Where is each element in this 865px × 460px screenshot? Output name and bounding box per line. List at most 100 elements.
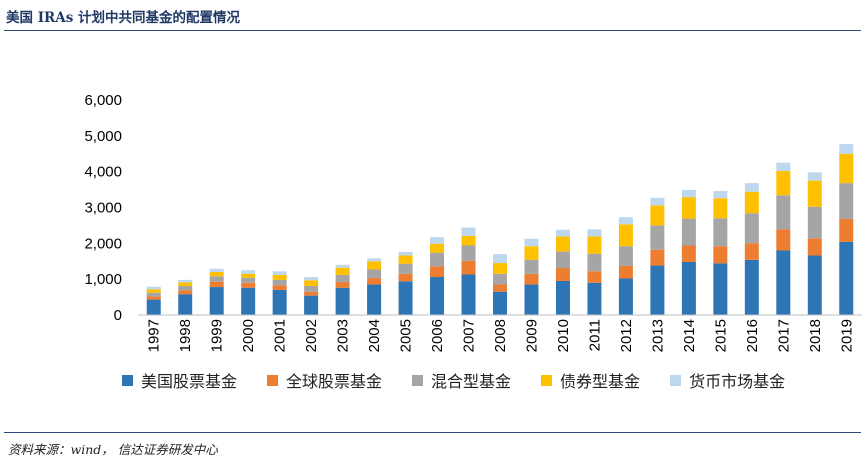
legend-item: 美国股票基金 xyxy=(122,368,237,392)
legend-item: 债券型基金 xyxy=(541,368,640,392)
bar-segment xyxy=(367,261,382,270)
x-tick-label: 2010 xyxy=(555,319,572,352)
legend-swatch xyxy=(267,374,279,386)
bar-segment xyxy=(178,290,193,295)
bar-segment xyxy=(241,273,256,278)
x-tick-label: 2019 xyxy=(838,319,855,352)
y-tick-label: 1,000 xyxy=(84,271,122,288)
x-tick-label: 2005 xyxy=(398,319,415,352)
bar-segment xyxy=(493,273,507,285)
bar-series xyxy=(146,144,854,315)
bar-segment xyxy=(493,254,507,264)
bar-segment xyxy=(555,268,570,281)
x-tick-label: 2017 xyxy=(775,319,792,352)
bar-segment xyxy=(304,285,319,292)
bar-segment xyxy=(304,277,319,281)
bar-segment xyxy=(713,191,728,199)
source-note: 资料来源：wind， 信达证券研发中心 xyxy=(8,442,218,457)
bar-segment xyxy=(807,255,822,315)
bar-segment xyxy=(335,282,350,288)
bar-segment xyxy=(839,218,854,242)
bar-segment xyxy=(839,241,854,315)
bar-segment xyxy=(839,144,854,154)
bar-segment xyxy=(241,282,256,288)
bar-segment xyxy=(650,197,665,206)
bar-segment xyxy=(618,217,633,225)
bar-segment xyxy=(430,277,445,315)
bar-segment xyxy=(146,296,161,300)
x-tick-label: 1997 xyxy=(146,319,163,352)
bar-segment xyxy=(618,265,633,279)
bar-segment xyxy=(555,280,570,315)
bar-segment xyxy=(335,274,350,283)
bar-segment xyxy=(650,249,665,266)
x-tick-label: 2001 xyxy=(272,319,289,352)
bar-segment xyxy=(398,255,413,264)
bar-segment xyxy=(304,291,319,296)
x-tick-label: 2018 xyxy=(807,319,824,352)
x-tick-label: 2008 xyxy=(492,319,509,352)
bar-segment xyxy=(681,245,696,262)
x-tick-label: 2009 xyxy=(523,319,540,352)
bar-segment xyxy=(681,261,696,315)
legend-swatch xyxy=(541,374,553,386)
legend-swatch xyxy=(412,374,424,386)
x-tick-label: 2015 xyxy=(712,319,729,352)
bar-segment xyxy=(367,284,382,315)
bar-segment xyxy=(681,197,696,219)
bar-segment xyxy=(744,191,759,214)
bar-segment xyxy=(524,273,539,285)
legend-label: 货币市场基金 xyxy=(689,372,786,391)
bar-segment xyxy=(146,299,161,315)
chart-legend: 美国股票基金 全球股票基金 混合型基金 债券型基金 货币市场基金 xyxy=(122,368,785,392)
bar-segment xyxy=(776,250,791,315)
bar-segment xyxy=(430,243,445,253)
bar-segment xyxy=(304,295,319,315)
bar-segment xyxy=(367,278,382,285)
y-tick-label: 5,000 xyxy=(84,128,122,145)
bar-segment xyxy=(650,265,665,315)
bar-segment xyxy=(555,236,570,252)
bar-segment xyxy=(776,170,791,196)
bar-segment xyxy=(398,273,413,282)
y-axis: 0 1,000 2,000 3,000 4,000 5,000 6,000 xyxy=(84,92,122,324)
bar-segment xyxy=(430,252,445,267)
bar-segment xyxy=(178,294,193,315)
legend-label: 美国股票基金 xyxy=(141,372,238,391)
bar-segment xyxy=(555,229,570,237)
bar-segment xyxy=(367,258,382,262)
legend-item: 混合型基金 xyxy=(412,368,511,392)
chart-title: 美国 IRAs 计划中共同基金的配置情况 xyxy=(6,10,241,26)
bar-segment xyxy=(209,272,224,277)
bar-segment xyxy=(272,279,287,286)
bar-segment xyxy=(241,277,256,283)
y-tick-label: 0 xyxy=(114,307,122,324)
bar-segment xyxy=(618,246,633,266)
bar-segment xyxy=(398,281,413,315)
bar-segment xyxy=(493,284,507,292)
y-tick-label: 6,000 xyxy=(84,92,122,109)
bar-segment xyxy=(146,292,161,297)
legend-swatch xyxy=(122,374,133,386)
bar-segment xyxy=(776,195,791,230)
legend-label: 债券型基金 xyxy=(560,372,641,391)
y-tick-label: 4,000 xyxy=(84,164,122,181)
bar-segment xyxy=(461,274,476,315)
bar-segment xyxy=(304,280,319,286)
bar-segment xyxy=(430,266,445,278)
bar-segment xyxy=(272,285,287,290)
bar-segment xyxy=(524,284,539,315)
bar-segment xyxy=(681,189,696,198)
bar-segment xyxy=(461,235,476,246)
x-tick-label: 2014 xyxy=(681,319,698,352)
bar-segment xyxy=(744,259,759,315)
bar-segment xyxy=(587,236,602,254)
bar-segment xyxy=(807,238,822,256)
x-tick-label: 2007 xyxy=(461,319,478,352)
bar-segment xyxy=(178,279,193,283)
title-divider xyxy=(4,30,861,31)
x-tick-label: 2006 xyxy=(429,319,446,352)
bar-segment xyxy=(241,270,256,274)
bar-segment xyxy=(618,224,633,247)
legend-label: 混合型基金 xyxy=(431,372,512,391)
